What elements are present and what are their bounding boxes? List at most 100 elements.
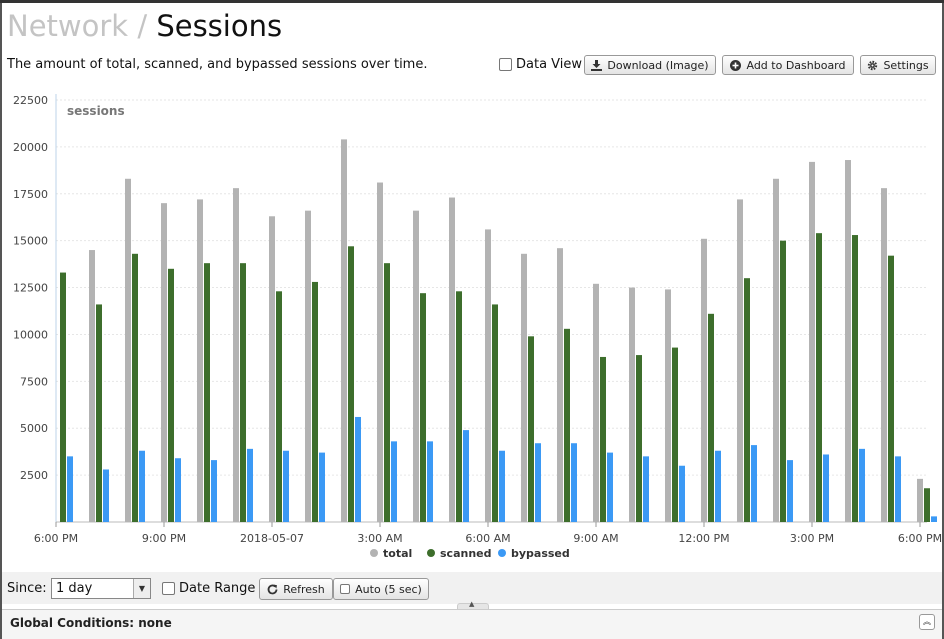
breadcrumb-section[interactable]: Network [7, 9, 129, 43]
bar-scanned [816, 233, 822, 523]
legend-marker-scanned [427, 549, 435, 557]
since-select[interactable]: 1 day ▼ [51, 578, 151, 599]
bar-total [269, 216, 275, 523]
bar-bypassed [319, 452, 325, 522]
download-image-button[interactable]: Download (Image) [584, 55, 716, 75]
bar-scanned [312, 281, 318, 522]
bar-total [809, 161, 815, 522]
bar-bypassed [751, 445, 757, 522]
download-icon [591, 59, 603, 71]
bar-scanned [132, 253, 138, 522]
legend-label-bypassed: bypassed [511, 547, 570, 560]
x-tick-label: 6:00 PM [898, 532, 942, 545]
bar-scanned [348, 246, 354, 522]
bar-total [125, 178, 131, 523]
legend-label-scanned: scanned [440, 547, 492, 560]
refresh-label: Refresh [283, 582, 325, 596]
bar-bypassed [355, 416, 361, 522]
y-axis-title: sessions [67, 104, 125, 118]
sessions-chart: 2500 5000 7500 10000 12500 15000 17500 20000 225… [2, 82, 942, 572]
bar-total [485, 229, 491, 522]
bar-bypassed [211, 460, 217, 522]
bar-scanned [240, 263, 246, 522]
bar-scanned [528, 336, 534, 522]
caret-up-icon: ▲ [469, 600, 475, 608]
bar-bypassed [499, 450, 505, 522]
bar-bypassed [571, 443, 577, 522]
bar-scanned [888, 255, 894, 522]
bar-total [161, 203, 167, 522]
sessions-chart-svg: 2500 5000 7500 10000 12500 15000 17500 20000 225… [13, 94, 942, 560]
y-tick-label: 15000 [13, 235, 48, 248]
bar-total [233, 188, 239, 522]
legend-marker-total [370, 549, 378, 557]
bar-bypassed [427, 441, 433, 522]
global-conditions-bar: Global Conditions: none ︽ [2, 609, 942, 639]
bar-total [197, 199, 203, 522]
bar-scanned [744, 278, 750, 522]
refresh-icon [267, 584, 278, 594]
y-tick-label: 10000 [13, 328, 48, 341]
bar-bypassed [67, 456, 73, 522]
x-tick-label: 9:00 AM [573, 532, 618, 545]
bar-total [845, 160, 851, 523]
bar-scanned [420, 293, 426, 522]
bar-bypassed [859, 448, 865, 522]
y-tick-label: 12500 [13, 282, 48, 295]
x-tick-label: 12:00 PM [678, 532, 729, 545]
chevron-down-icon[interactable]: ▼ [133, 579, 150, 598]
bar-scanned [60, 272, 66, 522]
x-tick-label: 3:00 PM [790, 532, 834, 545]
auto-refresh-checkbox[interactable] [340, 584, 351, 594]
double-chevron-up-icon[interactable]: ︽ [919, 614, 935, 630]
bar-bypassed [247, 448, 253, 522]
x-tick-label: 2018-05-07 [240, 532, 304, 545]
panel-resize-handle[interactable]: ▲ [457, 600, 489, 610]
data-view-checkbox[interactable] [499, 58, 512, 71]
date-range-checkbox[interactable] [162, 582, 175, 595]
bar-scanned [636, 355, 642, 522]
data-view-toggle[interactable]: Data View [499, 57, 582, 72]
bar-total [737, 199, 743, 522]
bar-bypassed [895, 456, 901, 522]
settings-button[interactable]: Settings [860, 55, 936, 75]
bar-total [521, 253, 527, 522]
add-to-dashboard-label: Add to Dashboard [746, 58, 846, 72]
bar-scanned [852, 235, 858, 523]
bar-total [881, 188, 887, 522]
add-to-dashboard-button[interactable]: Add to Dashboard [722, 55, 854, 75]
bar-bypassed [283, 450, 289, 522]
y-tick-label: 22500 [13, 94, 48, 107]
legend-marker-bypassed [498, 549, 506, 557]
bar-scanned [564, 328, 570, 522]
date-range-toggle[interactable]: Date Range [162, 581, 255, 596]
bar-total [665, 289, 671, 522]
refresh-button[interactable]: Refresh [259, 578, 333, 600]
x-tick-label: 3:00 AM [357, 532, 402, 545]
y-tick-label: 7500 [20, 375, 48, 388]
y-tick-label: 17500 [13, 188, 48, 201]
bar-scanned [600, 356, 606, 522]
since-select-value: 1 day [56, 581, 93, 596]
bar-scanned [456, 291, 462, 522]
y-tick-label: 5000 [20, 422, 48, 435]
bar-bypassed [679, 465, 685, 522]
bar-total [773, 178, 779, 523]
bar-total [377, 182, 383, 522]
auto-refresh-toggle[interactable]: Auto (5 sec) [333, 578, 429, 600]
global-conditions-label: Global Conditions: none [10, 616, 172, 630]
bar-scanned [492, 304, 498, 522]
bar-total [629, 287, 635, 522]
bar-total [917, 478, 923, 522]
data-view-label: Data View [516, 57, 583, 72]
breadcrumb-separator: / [137, 9, 148, 43]
bar-total [341, 139, 347, 522]
x-tick-label: 6:00 AM [465, 532, 510, 545]
auto-refresh-label: Auto (5 sec) [355, 582, 422, 596]
bar-bypassed [643, 456, 649, 522]
bar-bypassed [391, 441, 397, 522]
date-range-label: Date Range [179, 581, 256, 596]
left-border [0, 3, 2, 639]
y-tick-label: 2500 [20, 469, 48, 482]
bar-total [413, 210, 419, 522]
